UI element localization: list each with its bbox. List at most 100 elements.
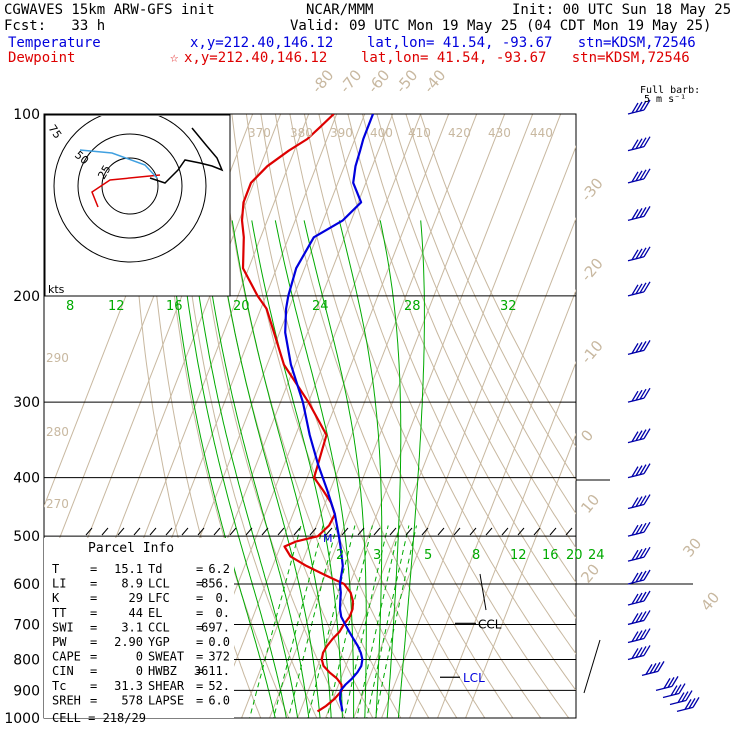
parcel-equals: = [90,650,97,664]
parcel-equals: = [90,577,97,591]
parcel-param-name: CIN [52,664,74,678]
wind-barb-flag [649,663,657,674]
moist-adiabat-line [177,220,287,718]
parcel-equals: = [90,693,97,707]
parcel-equals: = [90,635,97,649]
hatch-tick [213,527,221,536]
wind-barb-flag [631,102,639,114]
hatch-tick [277,527,285,536]
valid-time: Valid: 09 UTC Mon 19 May 25 (04 CDT Mon … [290,18,712,34]
wind-barb-flag [631,284,639,296]
moist-adiabat-line [251,220,343,718]
hatch-tick [293,527,301,536]
mixing-ratio-label: 3 [373,548,381,563]
parcel-param-value: 0 [136,664,143,678]
hatch-tick [533,527,541,536]
dry-adiabat-line [289,114,542,718]
hatch-tick [437,527,445,536]
wind-barb-flag [635,342,643,353]
parcel-info-title: Parcel Info [88,541,174,556]
parcel-param-value: 372 [208,650,230,664]
hatch-tick [485,527,493,536]
mixing-ratio-label: 12 [510,548,527,563]
isotherm-label: 20 [577,560,603,586]
parcel-param-value: 29 [129,591,143,605]
hatch-tick [453,527,461,536]
mixing-ratio-line [287,525,338,718]
model-title: CGWAVES 15km ARW-GFS init [4,2,215,18]
dry-adiabat-line [405,114,576,481]
pressure-tick-label: 800 [13,652,40,668]
wind-barb-flag [635,465,643,476]
hatch-tick [517,527,525,536]
wind-barb-flag [643,590,651,602]
parcel-param-name: SREH [52,693,81,707]
parcel-param-value: 697. [201,620,230,634]
wind-barb-flag [671,676,679,687]
parcel-param-value: 8.9 [121,577,143,591]
wind-barb-flag [639,629,647,640]
parcel-equals: = [196,679,203,693]
parcel-param-value: 15.1 [114,562,143,576]
parcel-equals: = [90,591,97,605]
wind-barb-flag [631,648,639,659]
wind-barb-flag [631,549,639,561]
hatch-tick [245,527,253,536]
hatch-tick [117,527,125,536]
dry-adiabat-label: 380 [290,126,313,140]
isotherm-label: -30 [577,174,607,204]
isotherm-label: 30 [679,534,705,560]
parcel-equals: = [196,664,203,678]
mixing-ratio-line [356,525,401,718]
mixing-ratio-line [366,525,410,718]
hatch-tick [325,527,333,536]
parcel-param-value: 0. [216,591,230,605]
hodograph-wind-trace [149,127,224,184]
mixing-ratio-label: 5 [424,548,432,563]
wind-barb-flag [635,592,643,604]
dry-adiabat-label: 440 [530,126,553,140]
wind-barb-flag [685,690,693,701]
bracket-line [479,573,487,611]
dry-adiabat-line [303,114,570,718]
wind-barb-flag [639,547,647,559]
parcel-param-value: 52. [208,679,230,693]
parcel-param-name: Tc [52,679,66,693]
parcel-param-name: LFC [148,591,170,605]
wind-barb-flag [631,431,639,442]
parcel-param-value: 44 [129,606,143,620]
hodograph-shear-vector [79,149,158,179]
parcel-param-name: CCL [148,620,170,634]
temperature-location: x,y=212.40,146.12 lat,lon= 41.54, -93.67… [190,35,696,51]
wind-barb-flag [639,341,647,352]
parcel-param-value: 578 [121,693,143,707]
parcel-param-name: K [52,591,60,605]
wind-barb-flag [631,390,639,402]
wind-barb-flag [645,664,653,675]
dewpoint-legend-label: Dewpoint [8,50,76,66]
wind-barb-flag [643,136,651,147]
hatch-tick [549,527,557,536]
parcel-equals: = [196,635,203,649]
hatch-tick [357,527,365,536]
moist-adiabat-label: 16 [166,299,183,314]
isotherm-label: -50 [392,66,422,96]
parcel-param-name: PW [52,635,67,649]
hatch-tick [373,527,381,536]
hatch-tick [181,527,189,536]
moist-adiabat-line [338,220,383,718]
parcel-param-value: 0.0 [208,635,230,649]
dry-adiabat-label: 420 [448,126,471,140]
hatch-tick [341,527,349,536]
parcel-param-name: LCL [148,577,170,591]
dry-adiabat-line [347,114,576,619]
pressure-tick-label: 300 [13,395,40,411]
chart-grid [44,114,576,718]
wind-barb-flag [643,387,651,399]
moist-adiabat-line [231,220,332,718]
dewpoint-star-icon: ☆ [170,50,179,66]
wind-barb-flag [639,591,647,603]
mixing-ratio-line [326,525,373,718]
hatch-tick [133,527,141,536]
wind-barb-flag [631,139,639,150]
